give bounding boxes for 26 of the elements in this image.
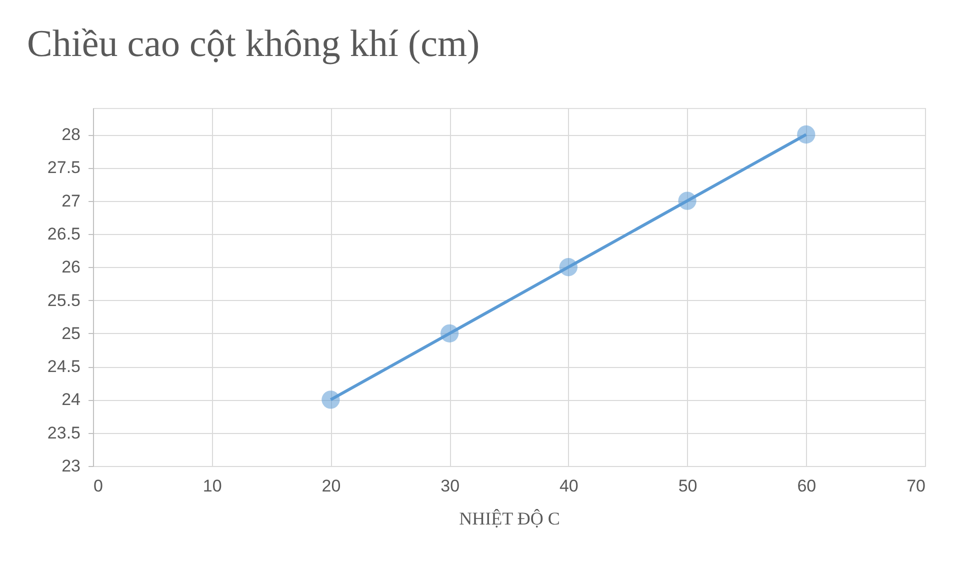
y-tick-label: 27.5 — [47, 158, 80, 178]
y-tick-label: 24 — [62, 390, 80, 410]
y-tick-label: 25 — [62, 324, 80, 343]
x-tick-label: 40 — [559, 476, 578, 496]
point — [797, 125, 816, 144]
y-tick-label: 24.5 — [47, 357, 80, 376]
point — [440, 324, 459, 342]
y-tick-label: 25.5 — [47, 290, 80, 310]
x-axis-title: NHIỆT ĐỘ C — [459, 508, 560, 528]
x-tick-label: 60 — [797, 476, 816, 496]
chart-title: Chiều cao cột không khí (cm) — [27, 23, 480, 65]
x-tick-label: 0 — [94, 476, 103, 496]
point — [559, 258, 578, 276]
x-tick-label: 30 — [440, 476, 460, 496]
y-tick-label: 28 — [62, 125, 80, 144]
y-tick-label: 23 — [62, 456, 80, 476]
y-tick-label: 27 — [62, 191, 80, 210]
y-tick-label: 26 — [62, 258, 80, 277]
y-tick-label: 23.5 — [47, 423, 80, 442]
x-tick-label: 10 — [202, 476, 222, 496]
x-tick-label: 50 — [678, 476, 698, 496]
point — [678, 192, 696, 210]
x-tick-label: 20 — [322, 476, 341, 496]
point — [322, 390, 340, 409]
x-tick-label: 70 — [906, 476, 926, 496]
y-tick-label: 26.5 — [47, 224, 80, 244]
